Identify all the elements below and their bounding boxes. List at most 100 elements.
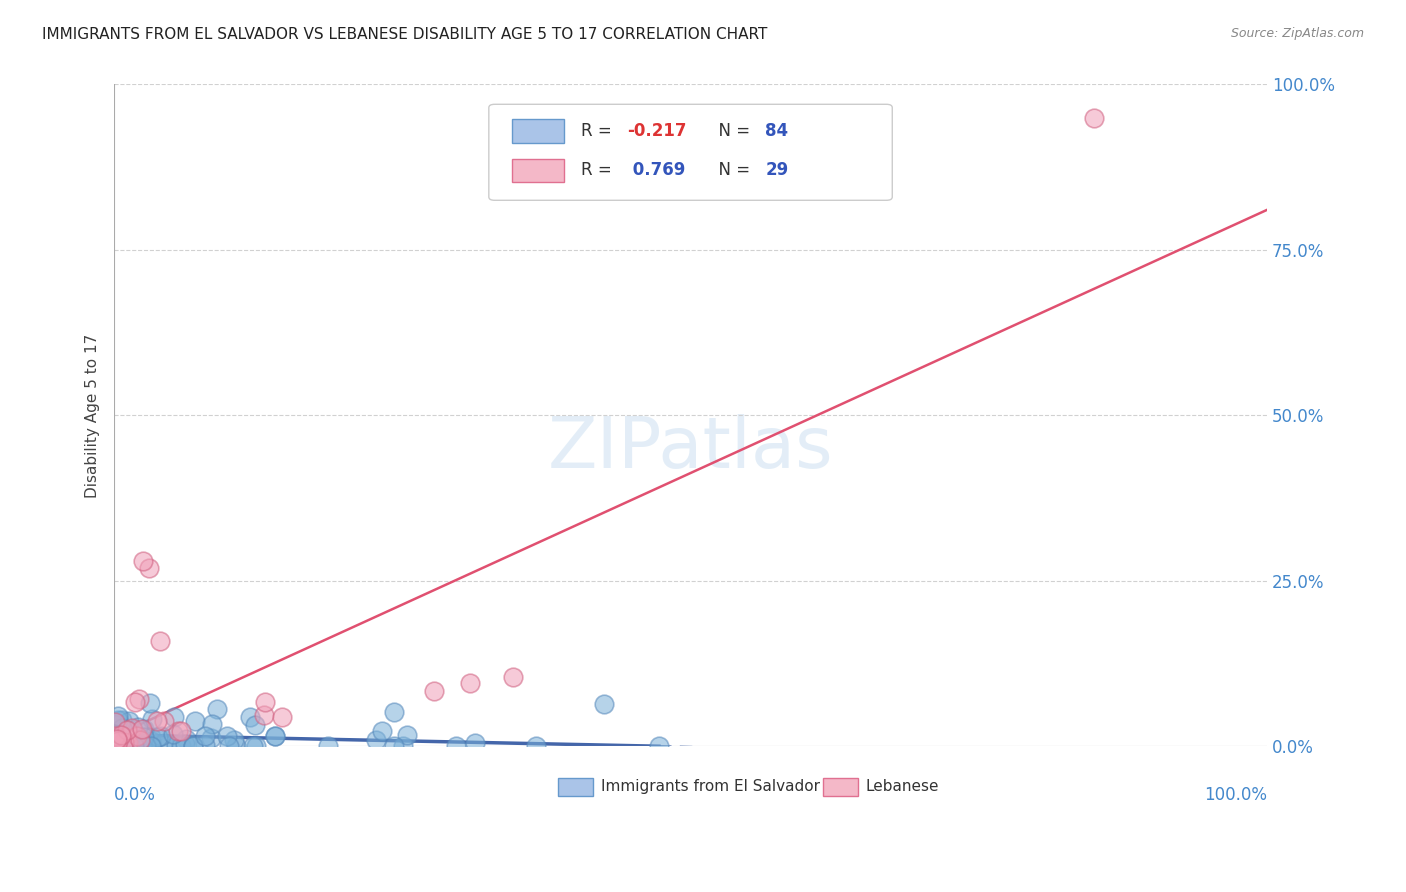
Point: [239, 709, 262, 723]
Point: [464, 736, 486, 750]
Point: [105, 733, 128, 747]
Point: [245, 739, 267, 754]
Point: [1083, 111, 1105, 125]
Point: [181, 739, 204, 754]
Point: [110, 734, 132, 748]
Point: [107, 713, 129, 727]
Point: [254, 695, 277, 709]
Point: [218, 739, 240, 754]
Point: [105, 739, 128, 753]
Point: [200, 731, 222, 745]
Point: [115, 723, 138, 737]
Text: N =: N =: [707, 122, 755, 140]
Point: [108, 739, 131, 754]
Point: [364, 733, 387, 747]
Point: [423, 683, 446, 698]
Point: [111, 721, 134, 735]
Point: [118, 731, 141, 746]
Point: [395, 728, 418, 742]
Point: [174, 731, 197, 746]
Text: N =: N =: [707, 161, 755, 179]
Point: [118, 714, 141, 728]
Point: [243, 717, 266, 731]
Point: [135, 739, 157, 753]
Point: [112, 735, 135, 749]
Text: Lebanese: Lebanese: [866, 780, 939, 794]
Point: [104, 715, 127, 730]
Point: [225, 739, 247, 754]
Point: [128, 691, 150, 706]
Point: [141, 734, 163, 748]
Point: [128, 739, 150, 754]
Point: [153, 714, 176, 729]
Point: [122, 735, 145, 749]
Point: [205, 702, 228, 716]
FancyBboxPatch shape: [512, 119, 564, 143]
Point: [127, 720, 149, 734]
Point: [125, 739, 148, 754]
FancyBboxPatch shape: [512, 159, 564, 183]
Point: [125, 729, 148, 743]
Point: [122, 739, 145, 754]
Point: [139, 696, 162, 710]
Point: [458, 676, 481, 690]
Point: [104, 731, 127, 746]
Point: [107, 709, 129, 723]
Point: [271, 710, 294, 724]
Text: 0.769: 0.769: [627, 161, 686, 179]
Text: IMMIGRANTS FROM EL SALVADOR VS LEBANESE DISABILITY AGE 5 TO 17 CORRELATION CHART: IMMIGRANTS FROM EL SALVADOR VS LEBANESE …: [42, 27, 768, 42]
Text: Immigrants from El Salvador: Immigrants from El Salvador: [600, 780, 820, 794]
FancyBboxPatch shape: [489, 104, 893, 201]
Point: [112, 721, 135, 735]
Text: 100.0%: 100.0%: [1204, 786, 1267, 805]
Point: [132, 739, 155, 754]
Point: [134, 723, 156, 737]
Point: [141, 739, 163, 754]
Text: R =: R =: [581, 122, 617, 140]
Point: [181, 739, 204, 754]
Point: [264, 729, 287, 743]
Point: [138, 560, 160, 574]
Point: [110, 729, 132, 743]
Point: [217, 729, 239, 743]
Point: [117, 736, 139, 750]
Point: [111, 713, 134, 727]
Point: [118, 737, 141, 751]
Point: [253, 707, 276, 722]
Point: [117, 739, 139, 754]
Point: [382, 739, 405, 754]
Point: [131, 722, 153, 736]
Point: [263, 729, 285, 743]
Point: [141, 712, 163, 726]
Point: [371, 723, 394, 738]
Point: [139, 730, 162, 744]
Point: [184, 714, 207, 728]
Point: [105, 718, 128, 732]
Point: [149, 729, 172, 743]
Point: [163, 710, 186, 724]
FancyBboxPatch shape: [823, 778, 858, 796]
Point: [149, 633, 172, 648]
Point: [120, 737, 142, 751]
Point: [648, 739, 671, 754]
Point: [194, 739, 217, 753]
Point: [124, 695, 146, 709]
Point: [170, 739, 193, 754]
Point: [117, 732, 139, 747]
Point: [170, 724, 193, 739]
Point: [129, 732, 152, 747]
Point: [104, 716, 127, 731]
Point: [201, 716, 224, 731]
Point: [224, 733, 246, 747]
Point: [524, 739, 547, 754]
Point: [139, 739, 162, 754]
Point: [115, 739, 138, 754]
FancyBboxPatch shape: [558, 778, 592, 796]
Point: [145, 714, 167, 729]
Point: [153, 736, 176, 750]
Point: [132, 730, 155, 744]
Point: [115, 739, 138, 754]
Point: [382, 705, 405, 719]
Text: -0.217: -0.217: [627, 122, 686, 140]
Point: [104, 729, 127, 743]
